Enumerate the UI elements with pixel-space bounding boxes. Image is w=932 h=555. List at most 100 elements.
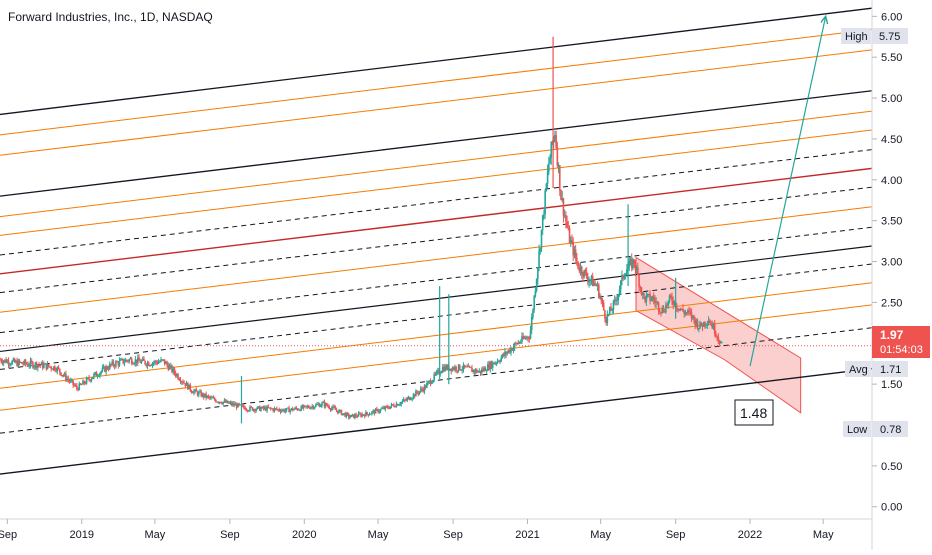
candle-body [222,401,224,404]
pitchfork-line-7[interactable] [0,206,873,313]
candle-body [223,400,226,402]
low-label-box [843,421,871,437]
candle-body [297,409,300,411]
candle-body [418,391,421,394]
candle-body [587,277,589,283]
candle-body [58,368,61,373]
candle-body [49,366,51,368]
target-arrow[interactable] [749,16,826,367]
candle-body [162,359,165,361]
time-tick-label: May [368,529,389,541]
candle-body [474,369,477,373]
candle-body [262,406,265,409]
candle-body [417,392,420,394]
pitchfork-line-3[interactable] [0,282,873,389]
candle-body [121,358,123,360]
pitchfork-line-10[interactable] [0,149,873,256]
pitchfork-line-6[interactable] [0,226,873,334]
candle-body [60,372,62,376]
candle-body [44,363,46,365]
candle-body [243,405,245,408]
candle-body [179,380,182,382]
candle-body [313,406,316,409]
candle-body [687,310,689,313]
candle-body [161,359,164,361]
candle-body [606,314,609,324]
candle-body [244,407,246,410]
price-axis[interactable]: 0.000.501.001.502.002.503.003.504.004.50… [872,11,902,514]
candle-body [130,358,133,364]
candle-body [632,259,634,269]
time-tick-label: May [590,529,611,541]
candle-body [493,362,495,365]
pitchfork-line-12[interactable] [0,110,873,218]
candle-body [445,365,448,370]
candle-body [556,147,559,166]
pitchfork-line-11[interactable] [0,129,873,236]
low-value: 0.78 [880,424,901,436]
candle-body [194,389,196,392]
candle-body [202,393,205,398]
candle-body [596,284,599,287]
candle-body [235,404,238,408]
pitchfork-line-2[interactable] [0,304,873,411]
high-value-box [872,28,908,44]
pitchfork-line-15[interactable] [0,28,873,136]
candle-body [534,290,537,296]
candle-body [476,369,478,373]
candle-body [517,342,520,344]
candle-body [188,384,190,390]
price-tick-label: 6.00 [881,11,902,23]
candle-body [439,373,442,374]
target-annotation-box[interactable] [734,399,774,426]
price-candles [0,36,723,424]
pitchfork-line-4[interactable] [0,263,873,370]
candle-body [604,310,606,319]
candle-body [95,372,98,376]
candle-body [173,368,176,374]
high-tag: High 5.75 [841,28,908,44]
candle-body [490,362,493,368]
time-tick-label: 2019 [69,529,93,541]
pitchfork-line-16[interactable] [0,7,873,116]
candle-body [318,404,321,407]
pitchfork-line-5[interactable] [0,245,873,353]
candle-body [539,248,542,251]
candle-body [561,198,564,200]
candle-body [284,410,287,412]
candle-body [469,367,472,369]
candle-body [591,276,594,287]
pitchfork-line-14[interactable] [0,49,873,156]
time-tick-label: Sep [666,529,686,541]
pitchfork-line-13[interactable] [0,90,873,197]
candle-body [50,366,53,369]
candle-body [582,274,584,278]
candle-body [701,325,704,327]
candle-body [515,343,517,344]
candle-body [567,227,570,229]
candle-body [644,296,646,302]
pitchfork-line-8[interactable] [0,186,873,294]
candle-body [80,384,83,386]
candle-body [73,384,76,386]
candle-body [371,411,373,414]
candle-body [369,413,372,415]
pitchfork-lines[interactable] [0,7,873,475]
candle-body [651,296,654,300]
candle-body [156,362,159,364]
pitchfork-line-9[interactable] [0,167,873,275]
candle-body [395,403,398,407]
price-tick-label: 5.50 [881,52,902,64]
pitchfork-line-0[interactable] [0,367,873,475]
time-axis[interactable]: Sep 2019 May Sep 2020 May Sep 2021 May Sep 2022 May [0,519,834,541]
candle-body [87,377,89,379]
candle-body [713,324,716,334]
candle-body [616,300,618,302]
candle-body [39,365,42,366]
candle-body [171,365,173,372]
candle-body [434,373,437,375]
target-annotation[interactable]: 1.48 [734,399,774,426]
candle-body [678,308,681,311]
